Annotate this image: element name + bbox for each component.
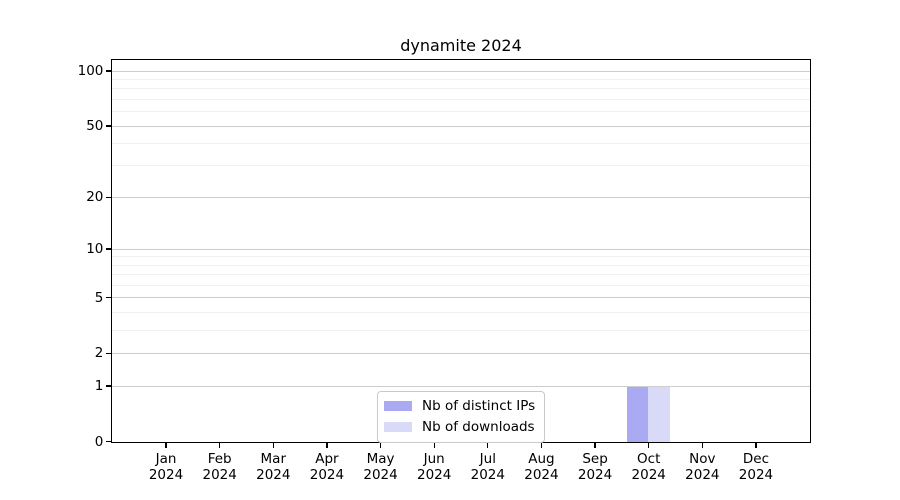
x-tick-label: Aug 2024 — [524, 450, 559, 484]
y-tick-label: 2 — [94, 345, 104, 362]
x-axis-tick — [433, 442, 435, 448]
x-axis-tick — [594, 442, 596, 448]
major-gridline — [112, 352, 810, 354]
y-axis-tick — [106, 352, 111, 355]
y-axis-tick — [106, 70, 111, 72]
x-axis-tick — [379, 442, 382, 448]
x-tick-label: Jan 2024 — [148, 450, 184, 484]
x-tick-label: Jun 2024 — [416, 450, 452, 484]
minor-gridline — [112, 79, 810, 81]
x-axis-tick — [540, 442, 543, 448]
major-gridline — [112, 70, 810, 72]
y-tick-label: 100 — [77, 63, 104, 80]
x-axis-tick — [326, 442, 328, 448]
legend-swatch-distinct-ips — [384, 400, 412, 412]
minor-gridline — [112, 329, 810, 331]
major-gridline — [112, 248, 810, 250]
x-tick-label: Nov 2024 — [685, 450, 720, 484]
y-axis-tick — [106, 297, 111, 299]
x-tick-label: Apr 2024 — [309, 450, 345, 484]
y-tick-label: 20 — [86, 189, 104, 206]
chart-title: dynamite 2024 — [400, 36, 522, 55]
y-axis-tick — [106, 248, 111, 250]
x-axis-tick — [487, 442, 489, 448]
x-tick-label: Jul 2024 — [470, 450, 505, 484]
major-gridline — [112, 125, 810, 127]
legend-label-distinct-ips: Nb of distinct IPs — [422, 398, 536, 414]
minor-gridline — [112, 111, 810, 113]
x-axis-tick — [272, 442, 274, 448]
x-tick-label: Sep 2024 — [577, 450, 613, 484]
minor-gridline — [112, 88, 810, 90]
y-axis-tick — [106, 125, 111, 127]
major-gridline — [112, 385, 810, 387]
bar-downloads — [648, 386, 670, 442]
major-gridline — [112, 196, 810, 198]
legend-entry-distinct-ips: Nb of distinct IPs — [384, 397, 535, 415]
x-tick-label: Feb 2024 — [202, 450, 237, 484]
y-axis-tick — [106, 385, 111, 387]
x-tick-label: Oct 2024 — [631, 450, 666, 484]
minor-gridline — [112, 264, 810, 266]
minor-gridline — [112, 165, 810, 167]
legend: Nb of distinct IPs Nb of downloads — [377, 391, 546, 443]
minor-gridline — [112, 143, 810, 145]
x-tick-label: Dec 2024 — [738, 450, 774, 484]
minor-gridline — [112, 284, 810, 286]
legend-swatch-downloads — [384, 421, 412, 433]
minor-gridline — [112, 256, 810, 258]
minor-gridline — [112, 274, 810, 276]
plot-area: Nb of distinct IPs Nb of downloads — [111, 59, 811, 443]
legend-entry-downloads: Nb of downloads — [384, 418, 535, 436]
legend-label-downloads: Nb of downloads — [422, 419, 535, 435]
y-tick-label: 1 — [94, 377, 104, 394]
x-tick-label: May 2024 — [363, 450, 398, 484]
x-axis-tick — [648, 442, 650, 448]
x-axis-tick — [755, 442, 757, 448]
y-tick-label: 10 — [86, 241, 104, 258]
minor-gridline — [112, 311, 810, 313]
y-tick-label: 50 — [86, 117, 104, 134]
y-axis-tick — [106, 440, 111, 443]
x-axis-tick — [701, 442, 703, 448]
x-axis-tick — [219, 442, 221, 448]
x-tick-label: Mar 2024 — [256, 450, 291, 484]
minor-gridline — [112, 98, 810, 100]
y-tick-label: 0 — [94, 433, 104, 450]
major-gridline — [112, 297, 810, 299]
y-axis-tick — [106, 196, 111, 198]
bar-distinct-ips — [626, 386, 649, 442]
x-axis-tick — [165, 442, 167, 448]
y-tick-label: 5 — [94, 289, 104, 306]
